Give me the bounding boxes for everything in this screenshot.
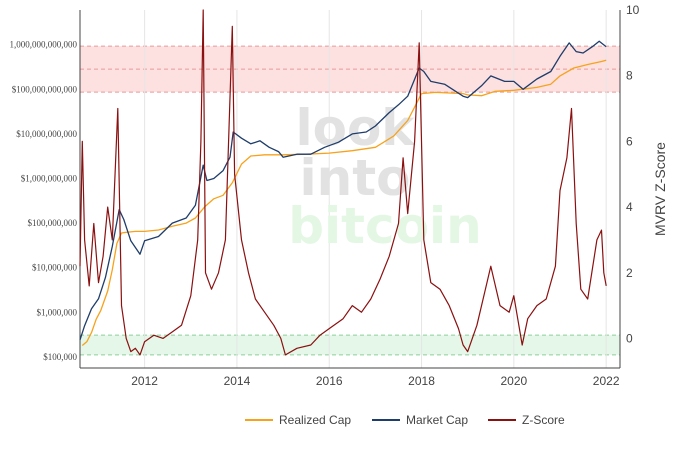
watermark-line3: bitcoin — [288, 197, 482, 255]
right-tick-label: 2 — [626, 266, 633, 280]
z-score-line — [79, 9, 607, 356]
x-tick-label: 2014 — [224, 374, 251, 388]
right-tick-label: 6 — [626, 134, 633, 148]
legend-label: Market Cap — [406, 413, 468, 427]
right-tick-label: 8 — [626, 69, 633, 83]
left-tick-label: $100,000 — [43, 352, 77, 362]
right-tick-label: 0 — [626, 331, 633, 345]
x-tick-label: 2022 — [593, 374, 620, 388]
left-tick-label: $10,000,000 — [32, 263, 78, 273]
watermark-line1: look — [295, 99, 416, 157]
legend-label: Z-Score — [522, 413, 565, 427]
right-axis-title: MVRV Z-Score — [652, 142, 668, 236]
market-cap-line — [79, 40, 607, 341]
left-tick-label: $1,000,000 — [37, 307, 78, 317]
right-tick-label: 10 — [626, 3, 640, 17]
left-tick-label: $10,000,000,000 — [16, 129, 77, 139]
legend-label: Realized Cap — [279, 413, 351, 427]
left-tick-label: $100,000,000 — [28, 218, 78, 228]
left-tick-label: $100,000,000,000 — [12, 84, 78, 94]
left-tick-label: 1,000,000,000,000 — [10, 40, 78, 50]
left-tick-label: $1,000,000,000 — [21, 173, 78, 183]
watermark-line2: into — [300, 149, 411, 207]
x-tick-label: 2012 — [131, 374, 158, 388]
x-tick-label: 2018 — [408, 374, 435, 388]
realized-cap-line — [81, 59, 607, 346]
bottom-band — [80, 335, 620, 355]
x-tick-label: 2020 — [500, 374, 527, 388]
x-tick-label: 2016 — [316, 374, 343, 388]
right-tick-label: 4 — [626, 200, 633, 214]
